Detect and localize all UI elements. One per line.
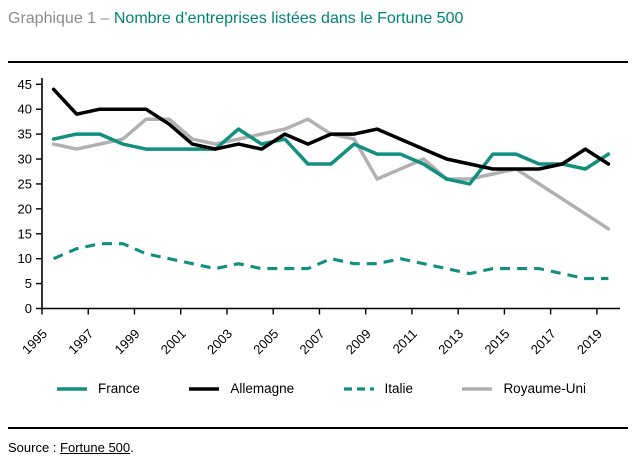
series-line-italie	[52, 242, 609, 281]
y-axis-tick-label: 45	[18, 77, 32, 92]
y-axis-tick-label: 40	[18, 102, 32, 117]
y-axis-tick-label: 15	[18, 226, 32, 241]
legend-item-italie: Italie	[342, 381, 414, 396]
chart-legend: France Allemagne Italie Royaume-Uni	[55, 381, 586, 396]
allemagne-line-swatch	[189, 386, 220, 391]
y-axis-tick-label: 10	[18, 251, 32, 266]
legend-label-allemagne: Allemagne	[230, 381, 295, 396]
y-axis-tick-label: 30	[18, 152, 32, 167]
legend-item-allemagne: Allemagne	[187, 381, 294, 396]
x-axis-tick-label: 2003	[204, 326, 235, 357]
x-axis-tick-label: 2007	[297, 326, 328, 357]
x-axis-tick-label: 2005	[250, 326, 281, 357]
x-axis-tick-label: 2009	[343, 326, 374, 357]
chart-title-text: Nombre d’entreprises listées dans le For…	[113, 10, 464, 27]
y-axis-tick-label: 0	[25, 301, 32, 316]
source-link[interactable]: Fortune 500	[60, 440, 131, 455]
x-axis-tick-label: 1995	[19, 326, 50, 357]
x-axis-tick-label: 1997	[65, 326, 96, 357]
legend-item-royaume-uni: Royaume-Uni	[460, 381, 586, 396]
series-line-france	[51, 127, 611, 186]
source-label: Source :	[8, 440, 61, 455]
legend-label-italie: Italie	[384, 381, 414, 396]
source-note: Source : Fortune 500.	[8, 440, 134, 455]
x-axis-tick-label: 1999	[112, 326, 143, 357]
fortune500-line-chart: 0 5 10 15 20 25 30 35 40 45 1995 1997 1999 2001 2003 20…	[18, 77, 620, 357]
italie-line-swatch	[343, 386, 374, 391]
france-line-swatch	[57, 386, 87, 391]
chart-number-label: Graphique 1 –	[8, 10, 114, 27]
series-line-allemagne	[51, 87, 611, 171]
y-axis-tick-label: 20	[18, 201, 32, 216]
x-axis-tick-label: 2019	[574, 326, 605, 357]
legend-label-royaume-uni: Royaume-Uni	[503, 381, 586, 396]
x-axis-tick-label: 2017	[528, 326, 559, 357]
top-rule	[8, 61, 628, 63]
x-axis-tick-label: 2013	[435, 326, 466, 357]
y-axis-tick-label: 25	[18, 176, 32, 191]
x-axis-tick-label: 2011	[390, 326, 420, 356]
y-axis-tick-label: 35	[18, 127, 32, 142]
bottom-rule	[8, 427, 628, 429]
legend-label-france: France	[98, 381, 141, 396]
x-axis-tick-label: 2015	[481, 326, 512, 357]
royaume-uni-line-swatch	[462, 386, 493, 391]
x-axis-tick-label: 2001	[158, 326, 189, 357]
y-axis-tick-label: 5	[25, 276, 32, 291]
chart-title: Graphique 1 – Nombre d’entreprises listé…	[8, 10, 463, 28]
legend-item-france: France	[55, 381, 140, 396]
source-suffix: .	[130, 440, 134, 455]
